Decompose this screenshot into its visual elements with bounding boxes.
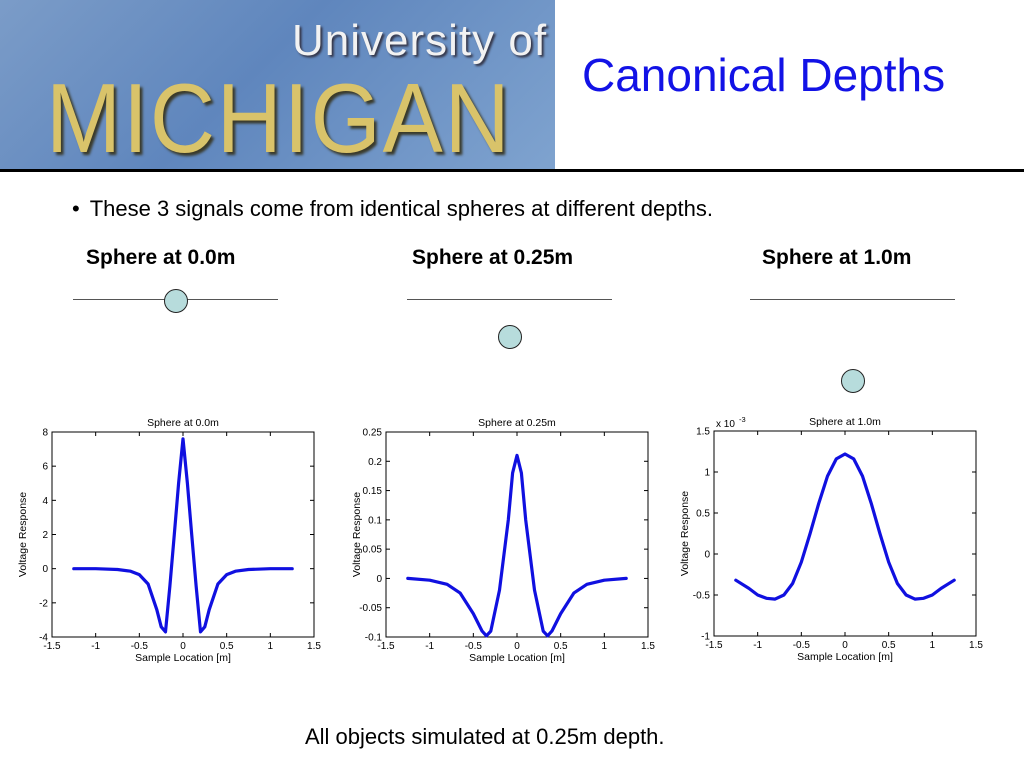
y-tick-label: 6 bbox=[42, 462, 48, 473]
y-tick-label: -2 bbox=[39, 598, 48, 609]
y-tick-label: 0 bbox=[704, 550, 710, 561]
y-tick-label: -0.5 bbox=[693, 591, 711, 602]
sphere-icon-0 bbox=[164, 289, 188, 313]
series-line-0 bbox=[734, 452, 956, 601]
y-tick-label: -1 bbox=[701, 632, 710, 643]
y-tick-label: 2 bbox=[42, 530, 48, 541]
y-tick-label: 0.05 bbox=[363, 545, 383, 556]
slide-title: Canonical Depths bbox=[582, 49, 946, 101]
y-tick-label: 0.15 bbox=[363, 486, 383, 497]
sphere-label-2: Sphere at 1.0m bbox=[762, 246, 912, 269]
chart-title: Sphere at 0.0m bbox=[147, 417, 219, 429]
y-tick-label: -4 bbox=[39, 633, 48, 644]
bullet-point: • These 3 signals come from identical sph… bbox=[72, 196, 713, 222]
x-tick-label: -0.5 bbox=[131, 641, 149, 652]
x-tick-label: 0 bbox=[842, 640, 848, 651]
scale-exponent: -3 bbox=[739, 415, 746, 424]
chart-title: Sphere at 0.25m bbox=[478, 417, 556, 429]
y-tick-label: 8 bbox=[42, 428, 48, 439]
x-tick-label: 0.5 bbox=[554, 641, 568, 652]
ground-surface-line-2 bbox=[750, 299, 955, 300]
plot-frame bbox=[713, 430, 977, 637]
scale-multiplier: x 10 bbox=[716, 419, 735, 430]
chart-title: Sphere at 1.0m bbox=[809, 416, 881, 428]
y-axis-label: Voltage Response bbox=[18, 492, 29, 577]
y-tick-label: 0.25 bbox=[363, 428, 383, 439]
x-axis-label: Sample Location [m] bbox=[797, 651, 893, 663]
x-tick-label: -1.5 bbox=[377, 641, 395, 652]
x-tick-label: 0 bbox=[180, 641, 186, 652]
x-axis-label: Sample Location [m] bbox=[469, 652, 565, 664]
y-tick-label: 0.5 bbox=[696, 509, 710, 520]
sphere-icon-2 bbox=[841, 369, 865, 393]
chart-1: -1.5 -1 -0.5 0 0.5 1 1.5 -0.1 -0.05 0 0.05 0.1 0.15 0… bbox=[352, 417, 655, 664]
bullet-dot-icon: • bbox=[72, 196, 80, 221]
y-tick-label: -0.1 bbox=[365, 633, 383, 644]
logo-line2: MICHIGAN bbox=[46, 63, 512, 170]
x-tick-label: 1.5 bbox=[307, 641, 321, 652]
bullet-text: These 3 signals come from identical sphe… bbox=[89, 196, 713, 221]
series-line-0 bbox=[406, 453, 628, 638]
y-tick-label: 1.5 bbox=[696, 427, 710, 438]
chart-0: -1.5 -1 -0.5 0 0.5 1 1.5 -4 -2 0 2 4 6 8 Sphere at 0.0… bbox=[18, 417, 321, 664]
series-line-0 bbox=[72, 437, 294, 634]
x-tick-label: 1 bbox=[268, 641, 274, 652]
x-tick-label: 0.5 bbox=[220, 641, 234, 652]
y-tick-label: 4 bbox=[42, 496, 48, 507]
x-tick-label: -1 bbox=[91, 641, 100, 652]
x-tick-label: -1 bbox=[425, 641, 434, 652]
y-tick-label: -0.05 bbox=[359, 603, 382, 614]
plot-frame bbox=[385, 431, 649, 638]
x-tick-label: -1 bbox=[753, 640, 762, 651]
title-divider bbox=[0, 169, 1024, 172]
y-tick-label: 0 bbox=[376, 574, 382, 585]
y-axis-label: Voltage Response bbox=[352, 492, 363, 577]
x-tick-label: -1.5 bbox=[43, 641, 61, 652]
university-logo: University of MICHIGAN bbox=[0, 0, 555, 170]
x-tick-label: 0.5 bbox=[882, 640, 896, 651]
footer-note: All objects simulated at 0.25m depth. bbox=[305, 724, 665, 749]
logo-line1: University of bbox=[292, 16, 548, 65]
plot-frame bbox=[51, 431, 315, 638]
x-tick-label: -0.5 bbox=[465, 641, 483, 652]
x-tick-label: 1 bbox=[930, 640, 936, 651]
x-axis-label: Sample Location [m] bbox=[135, 652, 231, 664]
y-tick-label: 0 bbox=[42, 564, 48, 575]
y-tick-label: 1 bbox=[704, 468, 710, 479]
x-tick-label: 1.5 bbox=[969, 640, 983, 651]
ground-surface-line-1 bbox=[407, 299, 612, 300]
y-tick-label: 0.1 bbox=[368, 515, 382, 526]
sphere-label-0: Sphere at 0.0m bbox=[86, 246, 236, 269]
x-tick-label: 1.5 bbox=[641, 641, 655, 652]
sphere-label-1: Sphere at 0.25m bbox=[412, 246, 574, 269]
x-tick-label: -1.5 bbox=[705, 640, 723, 651]
x-tick-label: 0 bbox=[514, 641, 520, 652]
sphere-icon-1 bbox=[498, 325, 522, 349]
x-tick-label: 1 bbox=[602, 641, 608, 652]
y-axis-label: Voltage Response bbox=[679, 491, 691, 576]
x-tick-label: -0.5 bbox=[793, 640, 811, 651]
y-tick-label: 0.2 bbox=[368, 457, 382, 468]
